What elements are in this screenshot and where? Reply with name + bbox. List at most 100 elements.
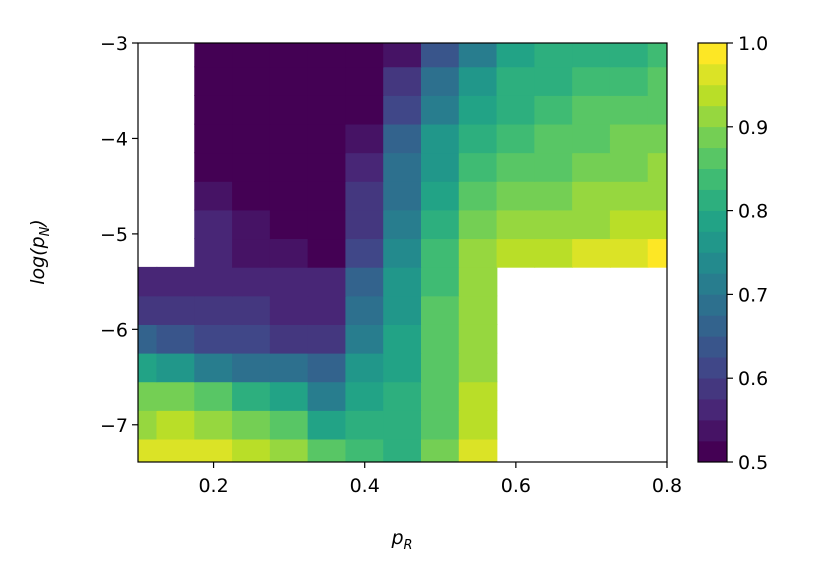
contour-cell xyxy=(269,381,309,411)
contour-cell xyxy=(194,66,233,96)
colorbar-tick-label: 0.5 xyxy=(738,452,768,474)
colorbar-frame xyxy=(697,42,728,463)
contour-cell xyxy=(383,43,422,68)
colorbar-band xyxy=(698,105,727,128)
y-tick-label: −3 xyxy=(100,33,128,55)
colorbar-band xyxy=(698,63,727,86)
contour-cell xyxy=(345,180,385,211)
contour-cell xyxy=(496,152,536,182)
contour-cell xyxy=(194,324,233,354)
contour-cell xyxy=(307,209,347,240)
contour-cell xyxy=(269,352,309,383)
y-tick-label: −6 xyxy=(100,319,128,341)
contour-cell xyxy=(232,352,271,383)
y-label-base: log(p xyxy=(27,236,49,284)
contour-cell xyxy=(458,209,498,240)
contour-cell xyxy=(138,324,158,354)
colorbar-tick-label: 0.7 xyxy=(738,284,768,306)
contour-cell xyxy=(383,209,422,240)
colorbar-tick-label: 0.9 xyxy=(738,117,768,139)
colorbar-band xyxy=(698,231,727,253)
contour-cell xyxy=(458,180,498,211)
contour-cell xyxy=(269,238,309,268)
contour-cell xyxy=(345,295,385,325)
contour-cell xyxy=(609,180,649,211)
colorbar-band xyxy=(698,356,727,379)
contour-cell xyxy=(609,66,649,96)
contour-cell xyxy=(307,438,347,462)
contour-cell xyxy=(269,266,309,297)
contour-cell xyxy=(458,43,498,68)
contour-cell xyxy=(458,438,498,462)
contour-cell xyxy=(420,352,460,383)
colorbar-band xyxy=(698,147,727,169)
contour-cell xyxy=(647,43,667,68)
contour-cell xyxy=(269,43,309,68)
contour-cell xyxy=(534,209,573,240)
contour-cell xyxy=(572,123,611,154)
contour-cell xyxy=(383,438,422,462)
contour-cell xyxy=(194,438,233,462)
contour-cell xyxy=(534,238,573,268)
contour-cell xyxy=(232,266,271,297)
contour-cell xyxy=(269,209,309,240)
contour-cell xyxy=(383,238,422,268)
contour-cell xyxy=(232,209,271,240)
contour-cell xyxy=(307,43,347,68)
contour-cell xyxy=(458,295,498,325)
contour-cell xyxy=(232,295,271,325)
contour-cell xyxy=(496,209,536,240)
contour-cell xyxy=(647,209,667,240)
contour-cell xyxy=(609,95,649,125)
contour-cell xyxy=(345,66,385,96)
y-label-sub: N xyxy=(38,226,53,236)
colorbar-band xyxy=(698,336,727,358)
contour-cell xyxy=(647,180,667,211)
contour-cell xyxy=(138,295,158,325)
contour-cell xyxy=(534,43,573,68)
contour-cell xyxy=(345,266,385,297)
contour-cell xyxy=(345,123,385,154)
contour-cell xyxy=(232,238,271,268)
colorbar-band xyxy=(698,126,727,149)
contour-cell xyxy=(269,324,309,354)
x-tick-label: 0.6 xyxy=(501,475,531,497)
contour-cell xyxy=(307,352,347,383)
contour-cell xyxy=(345,209,385,240)
contour-cell xyxy=(345,152,385,182)
contour-cell xyxy=(609,43,649,68)
contour-cell xyxy=(383,381,422,411)
contour-cell xyxy=(572,95,611,125)
contour-cell xyxy=(232,66,271,96)
colorbar-band xyxy=(698,168,727,190)
contour-cell xyxy=(534,95,573,125)
contour-cell xyxy=(458,410,498,440)
colorbar-band xyxy=(698,273,727,295)
contour-cell xyxy=(156,438,196,462)
contour-cell xyxy=(383,266,422,297)
y-axis-label: log(pN) xyxy=(27,219,53,285)
contour-cell xyxy=(647,238,667,268)
contour-cell xyxy=(307,266,347,297)
contour-cell xyxy=(420,123,460,154)
colorbar-tick-label: 1.0 xyxy=(738,33,768,55)
contour-cell xyxy=(269,180,309,211)
contour-cell xyxy=(345,410,385,440)
contour-cell xyxy=(156,381,196,411)
x-axis-label: pR xyxy=(390,527,412,553)
contour-cell xyxy=(345,95,385,125)
contour-cell xyxy=(269,95,309,125)
contour-cell xyxy=(383,180,422,211)
colorbar-band xyxy=(698,210,727,232)
contour-cell xyxy=(496,238,536,268)
contour-cell xyxy=(307,410,347,440)
contour-cell xyxy=(420,95,460,125)
y-tick-label: −5 xyxy=(100,224,128,246)
contour-cell xyxy=(458,238,498,268)
contour-cell xyxy=(496,43,536,68)
contour-cell xyxy=(232,43,271,68)
contour-cell xyxy=(458,66,498,96)
contour-cell xyxy=(138,381,158,411)
contour-cell xyxy=(383,410,422,440)
plot-frame xyxy=(137,42,668,463)
